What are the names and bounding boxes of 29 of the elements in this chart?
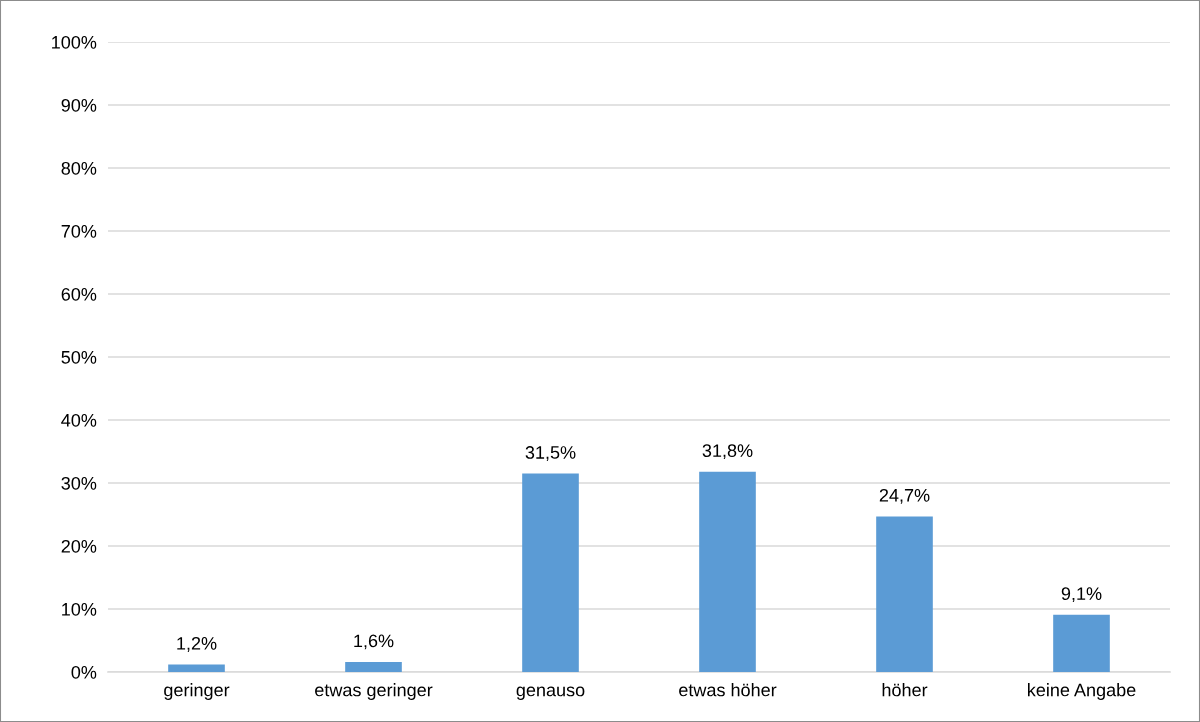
bar [699,471,756,672]
y-tick-label: 60% [61,287,97,301]
bar [168,664,225,672]
x-tick-label: keine Angabe [1028,683,1136,700]
x-tick-label: etwas geringer [315,683,433,700]
y-tick-label: 50% [61,350,97,364]
bar [1053,614,1110,672]
y-tick-label: 40% [61,413,97,427]
data-label: 1,6% [354,634,394,650]
data-label: 9,1% [1061,587,1102,603]
x-tick-label: etwas höher [679,683,777,697]
bar [522,473,579,672]
y-tick-label: 90% [61,98,97,112]
y-tick-label: 100% [52,35,97,49]
y-tick-label: 0% [71,665,97,679]
x-tick-label: genauso [516,686,585,700]
y-tick-label: 70% [61,224,97,238]
x-tick-label: geringer [164,683,230,700]
y-tick-label: 30% [61,476,97,490]
data-label: 24,7% [879,488,930,504]
bar [876,516,933,672]
bar [345,661,402,672]
data-label: 31,8% [702,444,753,460]
data-label: 31,5% [525,446,576,461]
y-tick-label: 80% [61,161,97,175]
x-tick-label: höher [882,683,928,697]
data-label: 1,2% [177,636,217,652]
y-tick-label: 20% [61,539,97,553]
y-tick-label: 10% [62,602,97,616]
